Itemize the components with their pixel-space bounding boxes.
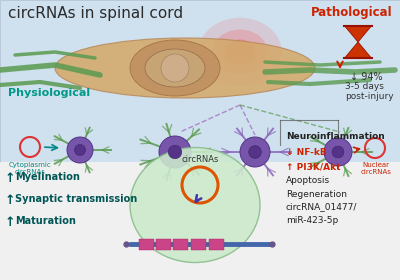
Circle shape [161, 54, 189, 82]
Text: Physiological: Physiological [8, 88, 90, 98]
Bar [191, 239, 206, 250]
Bar [0, 0, 400, 162]
Bar [139, 239, 154, 250]
Text: Cytoplasmic
circRNAs: Cytoplasmic circRNAs [9, 162, 51, 175]
Ellipse shape [212, 29, 268, 74]
Text: Apoptosis: Apoptosis [286, 176, 330, 185]
Text: circRNAs in spinal cord: circRNAs in spinal cord [8, 6, 183, 21]
Circle shape [74, 144, 86, 155]
Text: ↑: ↑ [5, 172, 16, 185]
Text: Myelination: Myelination [15, 172, 80, 182]
Circle shape [249, 146, 261, 158]
Text: 3-5 days: 3-5 days [345, 82, 384, 91]
Text: Neuroinflammation: Neuroinflammation [286, 132, 385, 141]
Polygon shape [345, 26, 371, 42]
Circle shape [332, 146, 344, 158]
Circle shape [159, 136, 191, 168]
Bar [0, 162, 400, 280]
Text: post-injury: post-injury [345, 92, 394, 101]
Ellipse shape [198, 18, 282, 86]
Ellipse shape [145, 49, 205, 87]
Text: Synaptic transmission: Synaptic transmission [15, 194, 137, 204]
Text: ↓ 94%: ↓ 94% [350, 72, 383, 82]
Text: Maturation: Maturation [15, 216, 76, 226]
Text: Nuclear
circRNAs: Nuclear circRNAs [360, 162, 392, 175]
Ellipse shape [130, 148, 260, 263]
Text: ↓ NF-kB: ↓ NF-kB [286, 148, 327, 157]
Circle shape [324, 138, 352, 166]
Ellipse shape [225, 39, 256, 65]
Text: Pathological: Pathological [310, 6, 392, 19]
Bar [209, 239, 224, 250]
Circle shape [67, 137, 93, 163]
Text: Regeneration: Regeneration [286, 190, 347, 199]
Circle shape [240, 137, 270, 167]
Bar [173, 239, 188, 250]
Ellipse shape [55, 38, 315, 98]
Text: circRNAs: circRNAs [181, 155, 219, 164]
Text: circRNA_01477/: circRNA_01477/ [286, 202, 357, 211]
Text: ↑ PI3K/Akt: ↑ PI3K/Akt [286, 162, 340, 171]
Text: ↑: ↑ [5, 194, 16, 207]
Text: miR-423-5p: miR-423-5p [286, 216, 338, 225]
Polygon shape [345, 42, 371, 58]
Text: ↑: ↑ [5, 216, 16, 229]
Circle shape [168, 145, 182, 159]
Bar [156, 239, 171, 250]
Ellipse shape [130, 40, 220, 96]
